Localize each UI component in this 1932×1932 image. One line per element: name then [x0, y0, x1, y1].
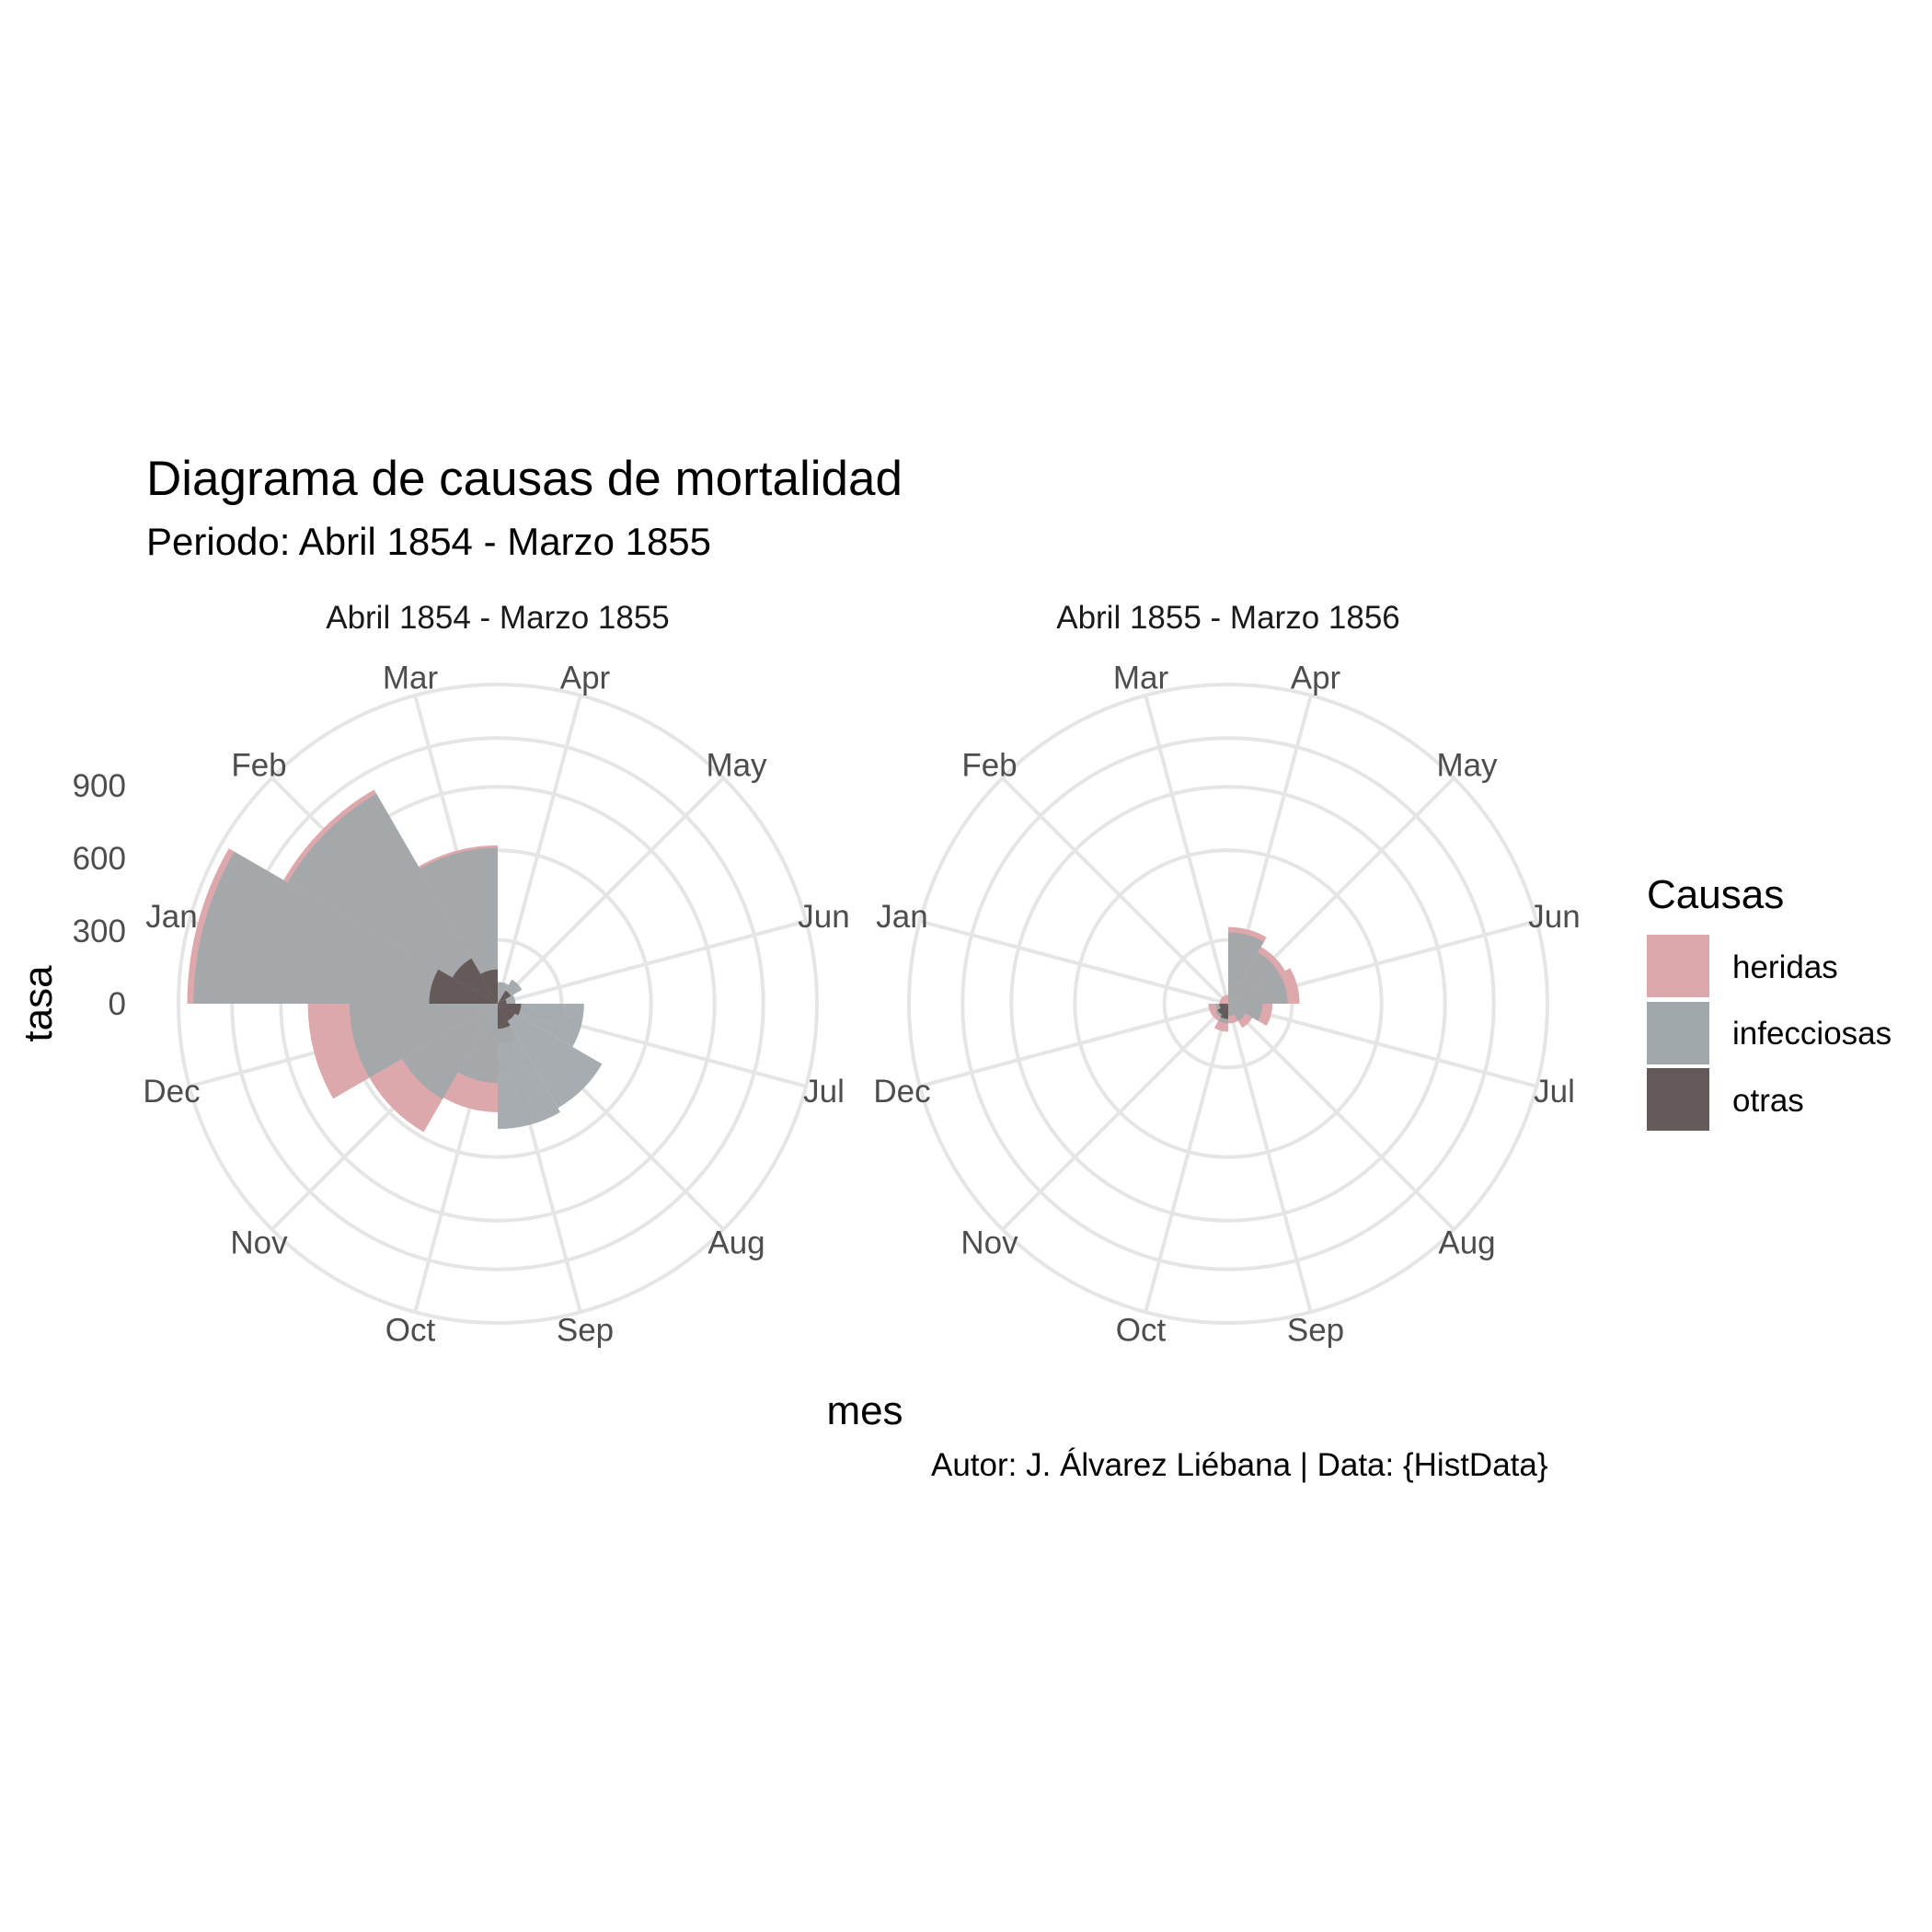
wedge-heridas-feb: [1220, 995, 1228, 1004]
month-label: Nov: [230, 1225, 288, 1261]
legend-key-otras: [1647, 1068, 1709, 1131]
wedge-heridas-jan: [1219, 999, 1228, 1004]
month-label: May: [706, 747, 767, 783]
grid-spoke: [1001, 1002, 1230, 1231]
month-label: Jun: [798, 899, 849, 935]
month-label: Oct: [1116, 1312, 1167, 1348]
month-label: May: [1436, 747, 1498, 783]
wedge-infecciosas-jul: [498, 1004, 584, 1047]
wedge-infecciosas-may: [1228, 952, 1280, 1004]
wedge-otras-jun: [498, 999, 507, 1004]
wedge-infecciosas-dec: [349, 1004, 498, 1078]
legend-label-otras: otras: [1732, 1083, 1804, 1119]
wedge-infecciosas-mar: [420, 847, 498, 1004]
month-label: Sep: [557, 1312, 614, 1348]
grid-spoke: [919, 1002, 1229, 1088]
radial-tick-label: 0: [109, 986, 126, 1022]
grid-circle: [177, 683, 819, 1325]
chart-subtitle: Periodo: Abril 1854 - Marzo 1855: [146, 520, 711, 563]
month-label: Oct: [385, 1312, 436, 1348]
grid-spoke: [1144, 1003, 1230, 1313]
wedge-infecciosas-feb: [287, 793, 498, 1004]
wedge-infecciosas-jul: [1228, 1004, 1263, 1021]
month-label: Nov: [960, 1225, 1018, 1261]
wedge-infecciosas-oct: [457, 1004, 498, 1084]
month-label: Aug: [707, 1225, 765, 1261]
month-label: Apr: [560, 661, 611, 696]
month-label: Dec: [873, 1074, 930, 1110]
grid-spoke: [919, 919, 1229, 1006]
wedge-infecciosas-apr: [1228, 932, 1264, 1004]
month-label: Mar: [383, 661, 439, 696]
grid-spoke: [1001, 776, 1230, 1006]
radial-tick-labels: 0 300 600 900: [73, 768, 126, 1022]
wedge-otras-oct: [1220, 1004, 1228, 1019]
legend-key-infecciosas: [1647, 1002, 1709, 1064]
wedge-otras-may: [498, 990, 512, 1004]
wedge-heridas-mar: [1224, 995, 1228, 1004]
month-label: Mar: [1113, 661, 1169, 696]
radial-tick-label: 600: [73, 841, 126, 877]
month-label: Aug: [1438, 1225, 1495, 1261]
grid-spoke: [1227, 1002, 1537, 1088]
legend-title: Causas: [1647, 872, 1784, 917]
y-axis-title: tasa: [16, 965, 61, 1042]
month-label: Sep: [1287, 1312, 1344, 1348]
wedge-infecciosas-nov: [402, 1004, 498, 1099]
wedge-otras-nov: [1217, 1004, 1228, 1015]
wedge-otras-jan: [429, 969, 498, 1004]
month-label: Jul: [803, 1074, 845, 1110]
grid-circle: [1009, 785, 1447, 1223]
radial-tick-label: 300: [73, 914, 126, 949]
wedge-infecciosas-sep: [498, 1004, 561, 1130]
grid-spoke: [496, 776, 725, 1006]
chart-title: Diagrama de causas de mortalidad: [146, 452, 903, 506]
grid-spoke: [1226, 1002, 1455, 1231]
grid-spoke: [497, 919, 807, 1006]
facet-title-1: Abril 1854 - Marzo 1855: [326, 600, 670, 636]
legend: Causas heridas infecciosas otras: [1647, 872, 1892, 1131]
facet-panel-1: Apr May Jun Jul Aug Sep Oct Nov Dec Jan Feb Mar: [143, 661, 849, 1349]
wedge-otras-jul: [498, 1004, 522, 1016]
month-label: Jan: [876, 899, 927, 935]
grid-circle: [1073, 848, 1384, 1159]
grid-circle: [907, 683, 1549, 1325]
grid-spoke: [496, 695, 582, 1005]
radial-tick-label: 900: [73, 768, 126, 804]
month-label: Apr: [1291, 661, 1341, 696]
facet-title-2: Abril 1855 - Marzo 1856: [1056, 600, 1400, 636]
legend-label-infecciosas: infecciosas: [1732, 1016, 1892, 1052]
wedge-otras-sep: [498, 1004, 511, 1029]
month-label: Dec: [143, 1074, 200, 1110]
wedge-otras-feb: [452, 958, 498, 1004]
x-axis-title: mes: [826, 1388, 903, 1433]
month-label: Jul: [1534, 1074, 1575, 1110]
wedge-otras-aug: [498, 1004, 515, 1021]
legend-key-heridas: [1647, 935, 1709, 997]
month-label: Feb: [231, 747, 286, 783]
legend-label-heridas: heridas: [1732, 949, 1838, 985]
wedge-infecciosas-sep: [1228, 1004, 1235, 1017]
wedge-infecciosas-jun: [1228, 973, 1288, 1004]
wedge-infecciosas-jan: [193, 851, 498, 1004]
facet-panel-2: Apr May Jun Jul Aug Sep Oct Nov Dec Jan Feb Mar: [873, 661, 1580, 1349]
wedge-infecciosas-apr: [498, 982, 509, 1004]
grid-circle: [960, 736, 1496, 1271]
month-label: Jun: [1528, 899, 1580, 935]
grid-spoke: [1144, 695, 1230, 1005]
caption: Autor: J. Álvarez Liébana | Data: {HistD…: [931, 1447, 1548, 1483]
grid-spoke: [1226, 1003, 1313, 1313]
wedge-otras-dec: [1219, 1004, 1228, 1008]
wedge-infecciosas-aug: [498, 1004, 603, 1109]
month-label: Feb: [961, 747, 1017, 783]
wedge-infecciosas-aug: [1228, 1004, 1246, 1021]
wedge-otras-mar: [480, 969, 498, 1004]
month-label: Jan: [145, 899, 197, 935]
